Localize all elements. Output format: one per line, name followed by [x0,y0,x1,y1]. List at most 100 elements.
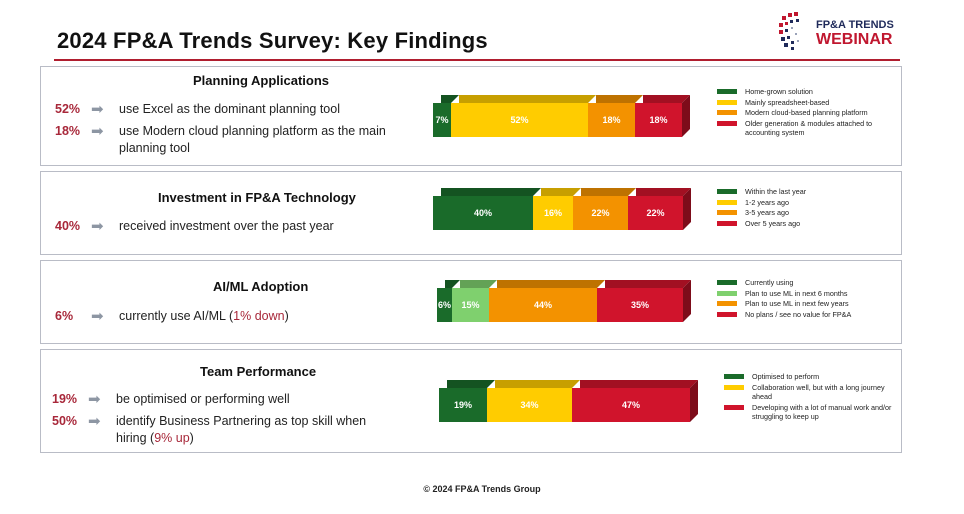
legend-item: Plan to use ML in next few years [717,299,897,309]
bar-segment-top [445,280,460,288]
legend-label: Collaboration well, but with a long jour… [752,382,885,402]
legend-swatch [717,290,737,296]
legend: Optimised to perform Collaboration well, … [724,372,899,423]
legend-label: Developing with a lot of manual work and… [752,402,892,422]
legend-label: Plan to use ML in next 6 months [745,288,848,298]
stat-text-main: identify Business Partnering as top skil… [116,414,367,445]
logo-text-line1: FP&A TRENDS [816,19,894,31]
stat-row: 52% ➡ use Excel as the dominant planning… [55,101,399,118]
bar-segment: 15% [452,288,489,322]
bar-side-face [682,95,690,137]
legend-label: Home-grown solution [745,87,813,96]
legend-label: Within the last year [745,187,807,196]
bar-segment: 44% [489,288,597,322]
legend-label: Plan to use ML in next few years [745,299,849,308]
bar-segment: 22% [573,196,628,230]
ai-ml-adoption-panel: AI/ML Adoption 6% ➡ currently use AI/ML … [40,260,902,344]
stat-row: 18% ➡ use Modern cloud planning platform… [55,123,399,157]
bar-segment: 7% [433,103,451,137]
stat-text: currently use AI/ML (1% down) [119,308,399,325]
copyright-footer: © 2024 FP&A Trends Group [423,484,541,494]
bar-segment-top [460,280,497,288]
stat-percentage: 52% [55,102,81,116]
logo-globe-icon [779,12,799,50]
page-title: 2024 FP&A Trends Survey: Key Findings [57,28,488,53]
legend-item: 3-5 years ago [717,208,897,218]
bar-segment-top [497,280,605,288]
arrow-right-icon: ➡ [91,308,104,325]
stacked-bar: 19% 34% 47% [439,380,698,424]
stat-row: 40% ➡ received investment over the past … [55,218,399,235]
stat-text-paren-open: ( [146,431,155,445]
stat-text-paren-close: ) [189,431,194,445]
logo-text-line2: WEBINAR [816,31,893,48]
legend-swatch [717,120,737,126]
stacked-bar: 7% 52% 18% 18% [433,95,691,139]
legend-item: Currently using [717,278,897,288]
stat-text: use Excel as the dominant planning tool [119,102,340,116]
legend-item: Collaboration well, but with a long jour… [724,383,899,402]
stat-row: 19% ➡ be optimised or performing well [52,391,396,408]
legend-swatch [717,301,737,306]
legend-swatch [717,210,737,215]
stacked-bar: 40% 16% 22% 22% [433,188,691,232]
arrow-right-icon: ➡ [91,218,104,235]
bar-segment-top [581,188,636,196]
legend: Within the last year 1-2 years ago 3-5 yea… [717,187,897,229]
bar-segment-top [596,95,643,103]
arrow-right-icon: ➡ [88,391,101,408]
legend-label: Older generation & modules attached to a… [745,118,873,138]
bar-segment: 52% [451,103,588,137]
bar-segment-top [541,188,581,196]
stat-row: 6% ➡ currently use AI/ML (1% down) [55,308,399,325]
stat-text: use Modern cloud planning platform as th… [119,124,386,155]
legend-item: Plan to use ML in next 6 months [717,289,897,299]
stat-text: identify Business Partnering as top skil… [116,413,396,447]
bar-segment-top [441,188,541,196]
legend-item: Home-grown solution [717,87,897,97]
change-indicator: 9% up [154,431,190,445]
bar-segment-top [636,188,691,196]
bar-segment-top [441,95,459,103]
fpa-trends-logo: FP&A TRENDS WEBINAR [776,10,906,52]
legend: Currently using Plan to use ML in next 6 … [717,278,897,320]
legend-label: Mainly spreadsheet-based [745,97,830,107]
bar-segment: 18% [635,103,682,137]
legend-label: Currently using [745,278,794,287]
bar-segment: 35% [597,288,683,322]
bar-segment-top [495,380,580,388]
legend-label: 3-5 years ago [745,208,789,217]
stat-text-paren-open: ( [225,309,234,323]
stat-percentage: 18% [55,124,81,138]
stat-text: received investment over the past year [119,219,334,233]
legend-item: Developing with a lot of manual work and… [724,403,899,422]
bar-side-face [690,380,698,422]
legend-swatch [717,311,737,317]
legend-label: No plans / see no value for FP&A [745,309,852,319]
stat-percentage: 40% [55,219,81,233]
investment-panel: Investment in FP&A Technology 40% ➡ rece… [40,171,902,255]
legend-label: 1-2 years ago [745,197,789,207]
planning-applications-panel: Planning Applications 52% ➡ use Excel as… [40,66,902,166]
bar-segment: 19% [439,388,487,422]
legend-label: Optimised to perform [752,372,820,381]
stat-text: be optimised or performing well [116,392,290,406]
panel-title: Planning Applications [193,73,330,88]
bar-segment-top [643,95,690,103]
legend-swatch [717,110,737,115]
bar-segment: 40% [433,196,533,230]
legend-item: Within the last year [717,187,897,197]
bar-segment-top [447,380,495,388]
panel-title: AI/ML Adoption [213,279,309,294]
legend-swatch [717,220,737,226]
legend-swatch [717,189,737,194]
bar-side-face [683,188,691,230]
stat-percentage: 50% [52,414,78,428]
bar-segment: 16% [533,196,573,230]
legend: Home-grown solution Mainly spreadsheet-ba… [717,87,897,139]
stat-text-paren-close: ) [284,309,289,323]
bar-segment: 47% [572,388,690,422]
bar-segment: 18% [588,103,635,137]
legend-item: Optimised to perform [724,372,899,382]
stat-row: 50% ➡ identify Business Partnering as to… [52,413,396,447]
